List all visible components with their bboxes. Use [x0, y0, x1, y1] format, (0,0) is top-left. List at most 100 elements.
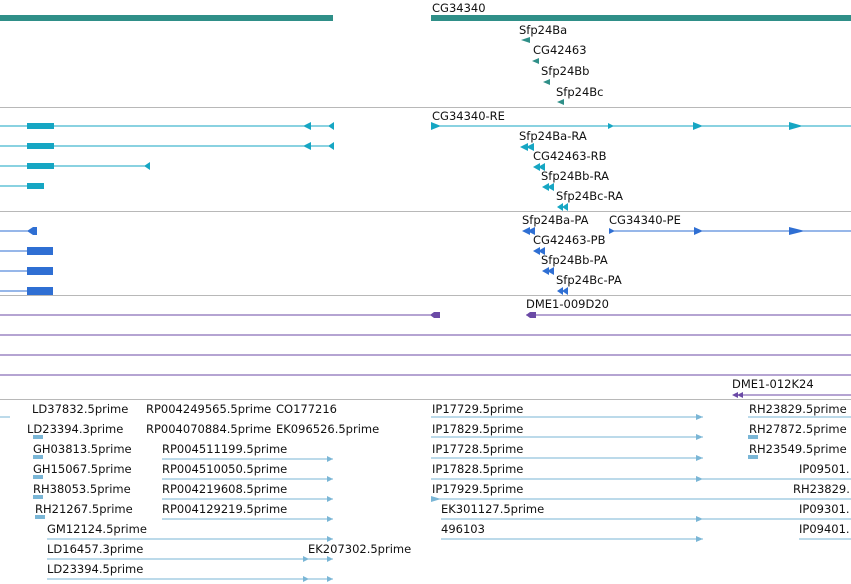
est-label[interactable]: IP17728.5prime: [432, 442, 523, 456]
est-arrow[interactable]: [696, 516, 703, 522]
protein-block[interactable]: [27, 227, 37, 235]
est-arrow[interactable]: [327, 536, 333, 542]
transcript-label[interactable]: Sfp24Ba-RA: [519, 129, 587, 143]
transcript-arrow[interactable]: [693, 122, 703, 130]
est-label[interactable]: RP004070884.5prime: [146, 422, 271, 436]
est-label[interactable]: IP17929.5prime: [432, 482, 523, 496]
transcript-exon[interactable]: [27, 123, 54, 129]
est-label[interactable]: IP09301.: [799, 502, 850, 516]
est-label[interactable]: CO177216: [276, 402, 337, 416]
protein-label[interactable]: Sfp24Ba-PA: [522, 213, 589, 227]
gene-arrow[interactable]: [543, 79, 550, 85]
transcript-arrow[interactable]: [328, 142, 334, 150]
est-label[interactable]: RP004129219.5prime: [162, 502, 287, 516]
est-block[interactable]: [33, 435, 43, 439]
est-label[interactable]: GH03813.5prime: [33, 442, 132, 456]
transcript-label[interactable]: CG42463-RB: [533, 149, 607, 163]
est-label[interactable]: RH27872.5prime: [749, 422, 847, 436]
est-label[interactable]: RH21267.5prime: [35, 502, 133, 516]
est-arrow[interactable]: [696, 536, 703, 542]
transcript-arrow[interactable]: [542, 183, 554, 191]
gene-bar-cg34340[interactable]: [431, 15, 851, 21]
est-block[interactable]: [748, 435, 758, 439]
est-label[interactable]: IP17828.5prime: [432, 462, 523, 476]
est-block[interactable]: [35, 515, 45, 519]
protein-label[interactable]: CG34340-PE: [609, 213, 681, 227]
est-label[interactable]: RP004511199.5prime: [162, 442, 287, 456]
protein-arrow[interactable]: [533, 247, 545, 255]
est-label[interactable]: IP17829.5prime: [432, 422, 523, 436]
est-label[interactable]: GM12124.5prime: [47, 522, 147, 536]
transcript-exon[interactable]: [27, 183, 44, 189]
est-label[interactable]: RP004219608.5prime: [162, 482, 287, 496]
est-block[interactable]: [33, 475, 43, 479]
est-arrow[interactable]: [696, 434, 703, 440]
gene-label[interactable]: CG42463: [533, 43, 587, 57]
clone-arrow[interactable]: [732, 392, 743, 398]
protein-block[interactable]: [27, 287, 53, 295]
clone-label[interactable]: DME1-009D20: [526, 297, 609, 311]
est-label[interactable]: IP17729.5prime: [432, 402, 523, 416]
est-label[interactable]: LD23394.5prime: [47, 562, 143, 576]
est-arrow[interactable]: [431, 496, 441, 502]
transcript-arrow[interactable]: [431, 122, 441, 130]
est-label[interactable]: RH38053.5prime: [33, 482, 131, 496]
protein-label[interactable]: Sfp24Bb-PA: [541, 253, 608, 267]
est-arrow[interactable]: [303, 556, 309, 562]
protein-arrow[interactable]: [557, 287, 568, 295]
transcript-label[interactable]: Sfp24Bb-RA: [541, 169, 609, 183]
transcript-label[interactable]: CG34340-RE: [432, 109, 505, 123]
gene-label[interactable]: Sfp24Ba: [519, 23, 567, 37]
transcript-arrow[interactable]: [144, 162, 150, 170]
gene-label[interactable]: Sfp24Bb: [541, 64, 589, 78]
transcript-arrow[interactable]: [303, 122, 311, 130]
est-label[interactable]: EK096526.5prime: [276, 422, 379, 436]
transcript-arrow[interactable]: [789, 122, 803, 130]
gene-arrow[interactable]: [521, 37, 530, 43]
gene-label[interactable]: Sfp24Bc: [556, 85, 604, 99]
est-label[interactable]: LD37832.5prime: [32, 402, 128, 416]
clone-label[interactable]: DME1-012K24: [732, 377, 814, 391]
est-arrow[interactable]: [696, 414, 703, 420]
transcript-label[interactable]: Sfp24Bc-RA: [556, 189, 623, 203]
protein-arrow[interactable]: [542, 267, 554, 275]
est-label[interactable]: RP004510050.5prime: [162, 462, 287, 476]
protein-label[interactable]: CG42463-PB: [533, 233, 606, 247]
gene-bar-left[interactable]: [0, 15, 333, 21]
transcript-exon[interactable]: [27, 143, 54, 149]
est-arrow[interactable]: [327, 476, 333, 482]
est-block[interactable]: [748, 455, 758, 459]
gene-arrow[interactable]: [532, 58, 539, 64]
est-arrow[interactable]: [696, 455, 703, 461]
est-label[interactable]: EK301127.5prime: [441, 502, 544, 516]
protein-block[interactable]: [27, 247, 53, 255]
est-arrow[interactable]: [327, 516, 333, 522]
protein-arrow[interactable]: [522, 227, 535, 235]
est-label[interactable]: RH23549.5prime: [749, 442, 847, 456]
est-label[interactable]: LD16457.3prime: [47, 542, 143, 556]
est-label[interactable]: GH15067.5prime: [33, 462, 132, 476]
est-label[interactable]: RP004249565.5prime: [146, 402, 271, 416]
protein-arrow[interactable]: [694, 227, 703, 235]
est-arrow[interactable]: [327, 556, 333, 562]
est-label[interactable]: RH23829.5prime: [749, 402, 847, 416]
est-arrow[interactable]: [696, 476, 703, 482]
transcript-arrow[interactable]: [328, 122, 334, 130]
transcript-arrow[interactable]: [303, 142, 311, 150]
est-label[interactable]: RH23829.: [793, 482, 850, 496]
est-label[interactable]: EK207302.5prime: [308, 542, 411, 556]
est-block[interactable]: [33, 495, 43, 499]
clone-end[interactable]: [430, 312, 440, 318]
transcript-exon[interactable]: [27, 163, 54, 169]
protein-block[interactable]: [27, 267, 53, 275]
est-arrow[interactable]: [327, 576, 333, 582]
est-label[interactable]: IP09401.: [799, 522, 850, 536]
est-arrow[interactable]: [327, 456, 333, 462]
transcript-arrow[interactable]: [533, 163, 545, 171]
transcript-arrow[interactable]: [520, 143, 534, 151]
est-label[interactable]: 496103: [441, 522, 485, 536]
protein-label[interactable]: Sfp24Bc-PA: [556, 273, 622, 287]
est-arrow[interactable]: [303, 576, 309, 582]
transcript-arrow[interactable]: [608, 123, 614, 129]
est-label[interactable]: LD23394.3prime: [27, 422, 123, 436]
